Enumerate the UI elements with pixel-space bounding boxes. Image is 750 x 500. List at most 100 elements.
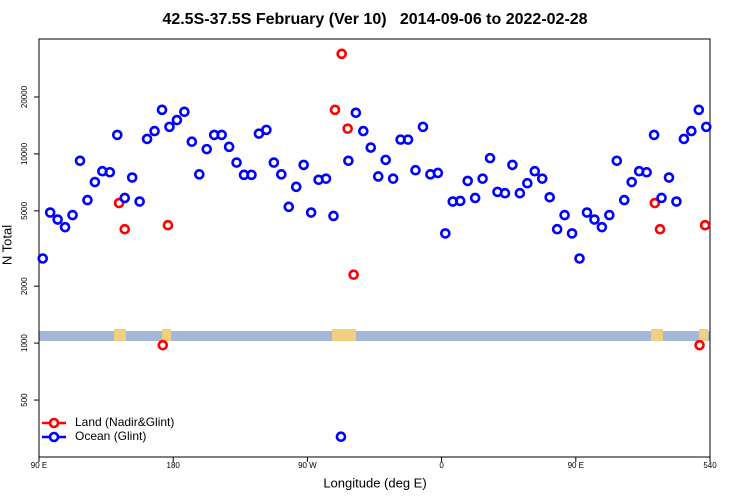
point: [164, 121, 175, 133]
point: [678, 133, 690, 145]
point: [261, 124, 272, 136]
point: [156, 104, 168, 116]
point: [119, 192, 131, 204]
point: [663, 172, 675, 183]
point: [104, 166, 116, 178]
point: [626, 176, 638, 188]
point: [693, 104, 705, 116]
point: [335, 431, 347, 443]
x-axis-label: Longitude (deg E): [323, 475, 426, 490]
point: [380, 154, 391, 166]
point: [551, 223, 563, 235]
y-tick-label: 500: [20, 393, 29, 407]
point: [283, 201, 295, 213]
point: [231, 157, 242, 168]
point: [343, 155, 354, 167]
x-tick-label: 540: [703, 461, 717, 470]
point: [462, 175, 473, 187]
point: [604, 209, 615, 221]
point: [469, 192, 481, 204]
point: [223, 141, 235, 153]
point: [618, 194, 630, 206]
point: [440, 228, 451, 239]
point: [126, 172, 138, 183]
point: [149, 125, 160, 137]
point: [59, 221, 71, 233]
point: [358, 125, 369, 137]
point: [694, 339, 705, 351]
point: [529, 165, 541, 177]
point: [89, 176, 101, 188]
point: [179, 106, 190, 118]
point: [477, 173, 488, 184]
point: [162, 219, 174, 231]
point: [686, 125, 697, 137]
point: [305, 207, 317, 218]
point: [320, 173, 332, 184]
point: [328, 210, 339, 222]
point: [507, 159, 518, 171]
point: [700, 121, 712, 133]
legend-marker: [48, 431, 60, 443]
point: [432, 167, 444, 179]
y-tick-label: 2000: [20, 277, 29, 295]
point: [134, 196, 145, 207]
legend-label: Ocean (Glint): [75, 429, 146, 443]
point: [566, 228, 578, 239]
point: [387, 173, 399, 184]
point: [454, 195, 466, 207]
point: [342, 123, 353, 134]
point: [268, 157, 280, 168]
point: [246, 169, 257, 181]
point: [111, 129, 123, 141]
point: [372, 171, 384, 182]
point: [186, 136, 198, 148]
point: [514, 187, 526, 199]
point: [276, 169, 287, 180]
point: [74, 155, 86, 167]
point: [559, 209, 570, 221]
y-tick-label: 1000: [20, 334, 29, 352]
point: [611, 155, 623, 167]
point: [649, 197, 661, 209]
point: [201, 143, 213, 155]
point: [298, 159, 309, 171]
point: [656, 192, 667, 204]
point: [484, 152, 496, 164]
point: [648, 129, 660, 141]
point: [417, 121, 429, 133]
point: [119, 223, 131, 235]
legend-label: Land (Nadir&Glint): [75, 415, 174, 429]
map-strip: [39, 329, 710, 341]
y-axis-label: N Total: [0, 225, 14, 265]
point: [157, 339, 169, 351]
point: [574, 253, 585, 264]
point: [402, 134, 414, 145]
legend-marker: [48, 417, 60, 429]
point: [581, 207, 593, 218]
point: [82, 194, 93, 206]
point: [193, 169, 205, 180]
point: [350, 107, 362, 119]
point: [410, 164, 421, 176]
point: [499, 187, 511, 199]
point: [336, 48, 347, 60]
x-tick-label: 90 E: [31, 461, 47, 470]
point: [365, 142, 377, 153]
point: [113, 197, 125, 209]
point: [654, 223, 666, 235]
y-tick-label: 10000: [20, 142, 29, 165]
point: [37, 253, 49, 264]
x-tick-label: 180: [167, 461, 181, 470]
point: [171, 114, 183, 126]
point: [536, 173, 548, 184]
point: [216, 129, 227, 141]
y-tick-label: 20000: [20, 85, 29, 108]
point: [44, 207, 56, 218]
point: [641, 166, 652, 178]
x-tick-label: 90 E: [568, 461, 584, 470]
point: [141, 133, 153, 145]
point: [671, 196, 682, 207]
x-tick-label: 0: [439, 461, 444, 470]
